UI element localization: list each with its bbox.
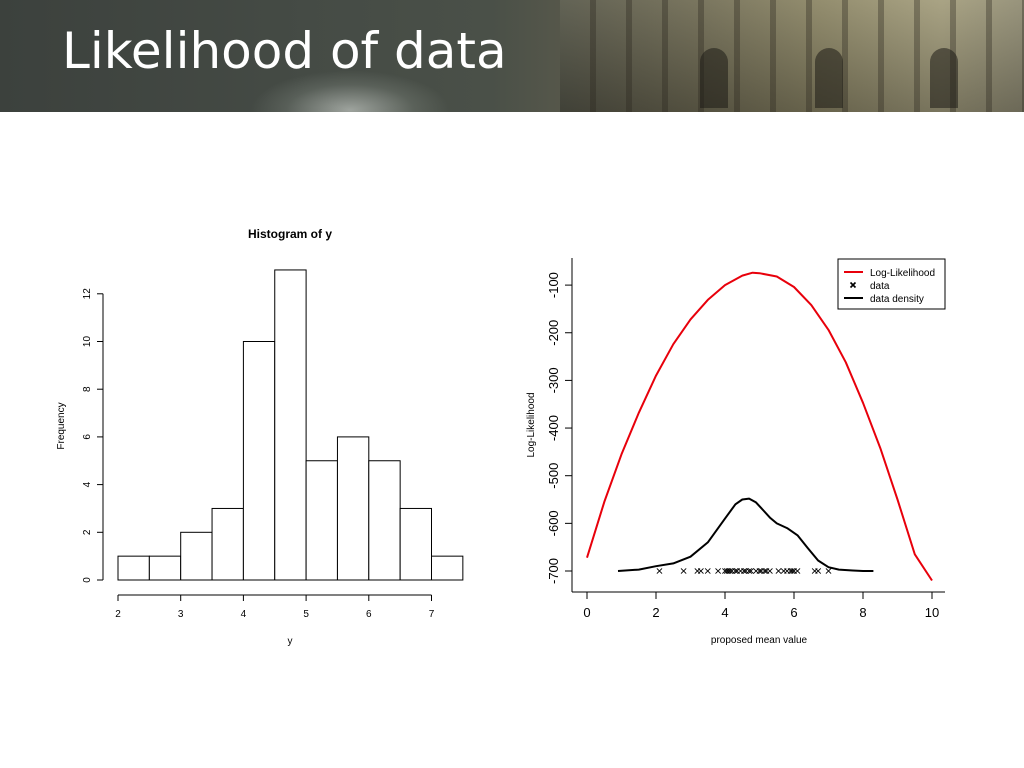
- hist-y-tick-label: 0: [82, 577, 93, 583]
- hist-bar: [399, 507, 432, 581]
- data-point-marker: [825, 568, 832, 574]
- title-banner: Likelihood of data: [0, 0, 1024, 112]
- data-density-line: [617, 497, 874, 572]
- data-point-marker: [727, 568, 734, 574]
- hist-bar: [431, 555, 464, 581]
- hist-x-tick-label: 2: [115, 609, 121, 620]
- hist-x-tick-label: 4: [241, 609, 247, 620]
- ll-x-tick-label: 2: [652, 605, 659, 620]
- ll-x-tick-label: 4: [721, 605, 728, 620]
- legend-box: [837, 258, 946, 310]
- hist-bar: [242, 341, 276, 581]
- legend-label: Log-Likelihood: [870, 268, 935, 279]
- data-point-marker: [761, 568, 768, 574]
- ll-y-tick-label: -400: [546, 415, 561, 441]
- legend-label: data: [870, 281, 890, 292]
- hist-x-tick-label: 5: [303, 609, 309, 620]
- banner-arch: [930, 48, 958, 108]
- banner-arch: [815, 48, 843, 108]
- hist-bar: [274, 269, 307, 581]
- legend-label: data density: [870, 294, 924, 305]
- ll-x-tick-label: 8: [859, 605, 866, 620]
- hist-y-tick-label: 6: [82, 434, 93, 440]
- hist-y-label: Frequency: [56, 402, 67, 449]
- hist-bar: [117, 555, 150, 581]
- ll-y-tick-label: -600: [546, 510, 561, 536]
- ll-x-label: proposed mean value: [711, 635, 808, 646]
- ll-y-label: Log-Likelihood: [526, 392, 537, 457]
- ll-y-tick-label: -500: [546, 463, 561, 489]
- data-point-marker: [732, 568, 739, 574]
- data-point-marker: [756, 568, 763, 574]
- data-point-marker: [697, 568, 704, 574]
- data-point-marker: [766, 568, 773, 574]
- data-point-marker: [704, 568, 711, 574]
- data-point-marker: [741, 568, 747, 574]
- ll-y-tick-label: -700: [546, 558, 561, 584]
- log-likelihood-line: [586, 271, 933, 582]
- hist-x-label: y: [288, 636, 293, 647]
- hist-x-tick-label: 6: [366, 609, 372, 620]
- data-point-marker: [794, 568, 801, 574]
- data-point-marker: [656, 568, 663, 574]
- hist-title: Histogram of y: [248, 227, 332, 241]
- hist-bar: [368, 460, 401, 581]
- data-point-marker: [746, 568, 753, 574]
- hist-bar: [336, 436, 370, 581]
- data-point-marker: [680, 568, 687, 574]
- hist-x-tick-label: 3: [178, 609, 184, 620]
- data-point-marker: [815, 568, 822, 574]
- ll-x-tick-label: 10: [925, 605, 939, 620]
- legend-marker-data: [849, 281, 857, 289]
- hist-y-tick-label: 10: [82, 336, 93, 348]
- ll-y-tick-label: -100: [546, 272, 561, 298]
- hist-y-tick-label: 4: [82, 481, 93, 487]
- data-point-marker: [775, 568, 782, 574]
- hist-bar: [211, 507, 244, 581]
- ll-y-tick-label: -200: [546, 320, 561, 346]
- ll-y-tick-label: -300: [546, 367, 561, 393]
- hist-bar: [305, 460, 338, 581]
- hist-y-tick-label: 2: [82, 529, 93, 535]
- hist-bar: [180, 531, 213, 581]
- ll-x-tick-label: 0: [583, 605, 590, 620]
- banner-glow: [250, 70, 450, 112]
- hist-bar: [148, 555, 182, 581]
- data-point-marker: [789, 568, 796, 574]
- slide-title: Likelihood of data: [62, 22, 507, 80]
- hist-x-tick-label: 7: [429, 609, 435, 620]
- hist-y-tick-label: 8: [82, 386, 93, 392]
- data-point-marker: [715, 568, 722, 574]
- banner-arch: [700, 48, 728, 108]
- ll-x-tick-label: 6: [790, 605, 797, 620]
- hist-y-tick-label: 12: [82, 288, 93, 300]
- data-point-marker: [747, 568, 754, 574]
